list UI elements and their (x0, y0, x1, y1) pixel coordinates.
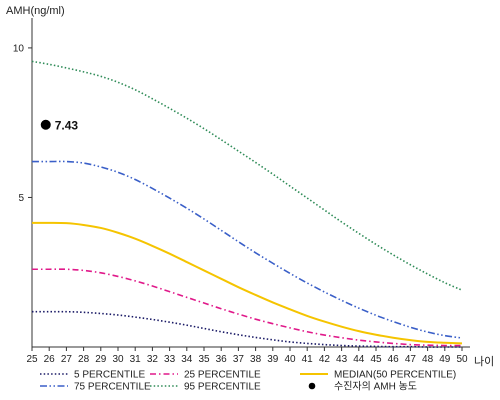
x-tick-label: 42 (319, 354, 331, 365)
x-tick-label: 36 (216, 354, 228, 365)
x-tick-label: 35 (198, 354, 210, 365)
legend-label: 수진자의 AMH 농도 (334, 381, 417, 393)
x-tick-label: 43 (336, 354, 348, 365)
points-layer: 7.43 (40, 118, 79, 132)
y-axis-title: AMH(ng/ml) (6, 5, 65, 17)
legend-label: MEDIAN(50 PERCENTILE) (334, 370, 456, 381)
x-tick-label: 50 (456, 354, 468, 365)
x-tick-label: 41 (302, 354, 314, 365)
x-tick-label: 48 (422, 354, 434, 365)
legend-label: 25 PERCENTILE (184, 370, 261, 381)
x-tick-label: 27 (61, 354, 73, 365)
x-tick-label: 38 (250, 354, 262, 365)
x-tick-label: 46 (388, 354, 400, 365)
x-tick-label: 44 (353, 354, 365, 365)
x-tick-label: 34 (181, 354, 193, 365)
x-tick-label: 31 (130, 354, 142, 365)
legend-label: 95 PERCENTILE (184, 382, 261, 393)
x-tick-label: 45 (370, 354, 382, 365)
legend-label: 75 PERCENTILE (74, 382, 151, 393)
series-line-1 (32, 268, 463, 347)
x-tick-label: 39 (267, 354, 279, 365)
x-tick-label: 29 (95, 354, 107, 365)
x-tick-label: 28 (78, 354, 90, 365)
legend-label: 5 PERCENTILE (74, 370, 145, 381)
x-tick-label: 30 (112, 354, 124, 365)
patient-amh-point (40, 119, 51, 130)
x-tick-label: 49 (439, 354, 451, 365)
x-tick-label: 32 (147, 354, 159, 365)
x-tick-label: 40 (284, 354, 296, 365)
series-layer (31, 60, 463, 348)
x-axis-title: 나이 (474, 355, 494, 368)
legend: 5 PERCENTILE 25 PERCENTILE MEDIAN(50 PERCE… (40, 370, 456, 393)
patient-amh-label: 7.43 (55, 118, 79, 132)
x-tick-label: 33 (164, 354, 176, 365)
x-tick-label: 47 (405, 354, 417, 365)
series-line-2 (31, 221, 463, 345)
series-line-4 (31, 60, 463, 291)
y-tick-label: 10 (13, 43, 25, 54)
x-tick-label: 26 (44, 354, 56, 365)
x-tick-label: 25 (26, 354, 38, 365)
series-line-3 (31, 160, 463, 339)
y-tick-label: 5 (18, 193, 24, 204)
axes: 5 10 25 26 27 28 29 30 31 32 33 34 35 36 37 38 39 40 41 42 4… (13, 18, 470, 365)
legend-marker (308, 382, 316, 390)
x-tick-label: 37 (233, 354, 245, 365)
